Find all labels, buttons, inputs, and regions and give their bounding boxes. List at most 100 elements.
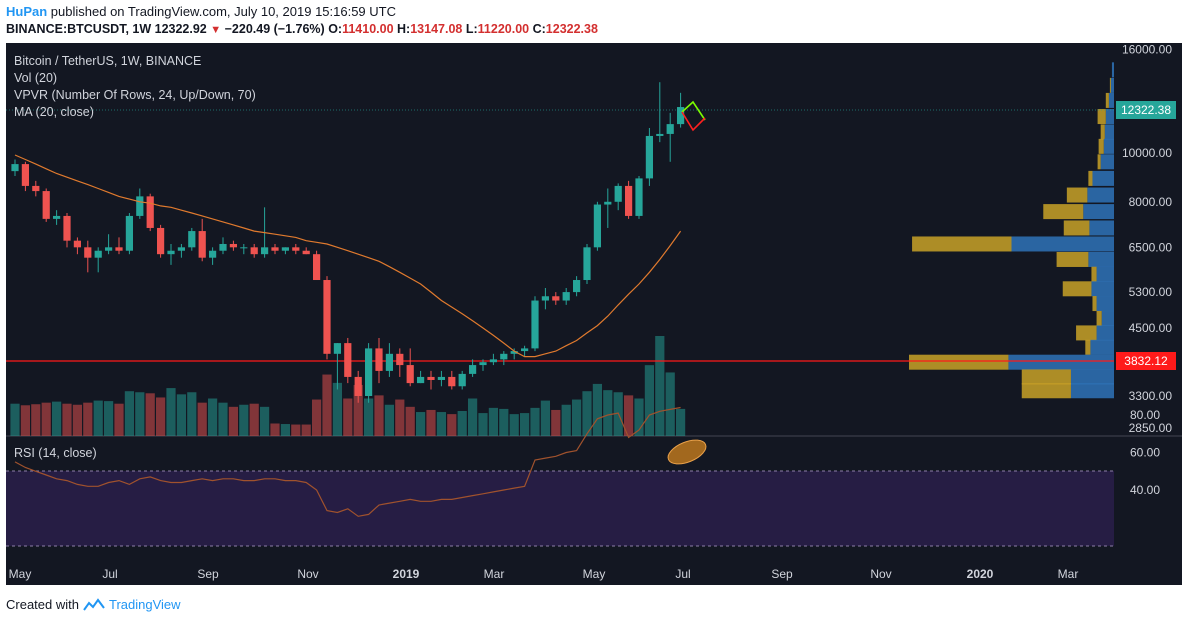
price-tick-label: 6500.00 bbox=[1129, 240, 1173, 254]
vpvr-up-bar bbox=[1089, 220, 1114, 236]
time-axis: May Jul Sep Nov 2019 Mar May Jul Sep Nov 2020 Mar bbox=[9, 567, 1079, 581]
vpvr-down-bar bbox=[1091, 266, 1097, 282]
time-axis-label: Mar bbox=[1058, 567, 1079, 581]
candle-body bbox=[313, 254, 321, 281]
candle-body bbox=[177, 247, 185, 251]
vpvr-down-bar bbox=[1105, 92, 1109, 108]
candle-body bbox=[32, 185, 40, 192]
candle-body bbox=[417, 376, 425, 384]
close-label: C: bbox=[532, 22, 546, 36]
candle-body bbox=[396, 353, 404, 366]
volume-bar bbox=[447, 414, 457, 436]
candle-body bbox=[333, 343, 341, 354]
candle-body bbox=[531, 300, 539, 349]
volume-bar bbox=[249, 403, 259, 436]
vpvr-up-bar bbox=[1100, 154, 1114, 170]
support-price-tag bbox=[1116, 352, 1176, 370]
price-tick-label: 16000.00 bbox=[1122, 43, 1172, 57]
footer: Created with TradingView bbox=[6, 597, 181, 612]
volume-bar bbox=[436, 412, 446, 436]
publish-line: HuPan published on TradingView.com, July… bbox=[6, 4, 396, 19]
candle-body bbox=[437, 376, 445, 380]
candle-body bbox=[666, 124, 674, 134]
vpvr-down-bar bbox=[1085, 339, 1091, 355]
vpvr-down-bar bbox=[1066, 187, 1088, 203]
candle-body bbox=[604, 201, 612, 205]
candle-body bbox=[593, 204, 601, 248]
rsi-tick-label: 60.00 bbox=[1130, 446, 1160, 460]
low-label: L: bbox=[465, 22, 478, 36]
rsi-axis: 80.00 60.00 40.00 bbox=[1130, 408, 1160, 497]
candle-body bbox=[635, 178, 643, 216]
volume-bar bbox=[10, 403, 20, 436]
candle-body bbox=[53, 215, 61, 219]
vpvr-down-bar bbox=[1063, 220, 1090, 236]
candle-body bbox=[302, 250, 310, 255]
ma-line bbox=[14, 154, 682, 358]
candle-body bbox=[448, 376, 456, 387]
rsi-band bbox=[6, 471, 1114, 546]
candle-body bbox=[645, 135, 653, 179]
candle-body bbox=[21, 164, 29, 186]
volume-bar bbox=[353, 384, 363, 436]
volume-bar bbox=[135, 392, 145, 436]
symbol-label: BINANCE:BTCUSDT, 1W bbox=[6, 22, 152, 36]
last-price: 12322.92 bbox=[154, 22, 207, 36]
vpvr-down-bar bbox=[1076, 325, 1097, 341]
legend-vol: Vol (20) bbox=[14, 71, 57, 85]
candle-body bbox=[281, 247, 289, 251]
price-tick-label: 3300.00 bbox=[1129, 389, 1173, 403]
time-axis-label: Nov bbox=[870, 567, 891, 581]
volume-bar bbox=[20, 405, 30, 436]
volume-bar bbox=[478, 413, 488, 436]
volume-bar bbox=[416, 412, 426, 436]
candle-body bbox=[510, 351, 518, 354]
volume-bar bbox=[499, 408, 509, 436]
volume-bar bbox=[31, 404, 41, 436]
vpvr-up-bar bbox=[1103, 138, 1114, 154]
time-axis-label: Jul bbox=[675, 567, 690, 581]
publisher-name[interactable]: HuPan bbox=[6, 4, 48, 19]
candle-body bbox=[573, 280, 581, 293]
legend-ma: MA (20, close) bbox=[14, 105, 94, 119]
time-axis-label: Jul bbox=[102, 567, 117, 581]
volume-bar bbox=[405, 406, 415, 436]
vpvr-down-bar bbox=[1021, 369, 1071, 385]
time-axis-label: 2020 bbox=[967, 567, 994, 581]
candle-body bbox=[365, 348, 373, 397]
rsi-tick-label: 80.00 bbox=[1130, 408, 1160, 422]
volume-bar bbox=[457, 411, 467, 436]
time-axis-background bbox=[6, 562, 1182, 585]
volume-bar bbox=[270, 423, 280, 436]
volume-bar bbox=[145, 393, 155, 436]
candle-body bbox=[198, 231, 206, 258]
volume-bar bbox=[665, 372, 675, 436]
volume-bar bbox=[395, 399, 405, 436]
volume-bar bbox=[218, 402, 228, 436]
vpvr-down-bar bbox=[1043, 204, 1084, 220]
down-triangle-icon: ▼ bbox=[210, 24, 222, 36]
volume-bar bbox=[41, 402, 51, 436]
vpvr-up-bar bbox=[1105, 109, 1114, 125]
vpvr-up-bar bbox=[1096, 266, 1114, 282]
candle-body bbox=[292, 247, 300, 251]
high-value: 13147.08 bbox=[410, 22, 463, 36]
volume-bar bbox=[561, 404, 571, 436]
vpvr-down-bar bbox=[1092, 296, 1097, 312]
candle-body bbox=[656, 133, 664, 136]
tradingview-brand[interactable]: TradingView bbox=[108, 597, 181, 612]
volume-bar bbox=[332, 382, 342, 436]
candle-body bbox=[125, 215, 133, 251]
vpvr-up-bar bbox=[1110, 77, 1114, 93]
volume-bar bbox=[93, 400, 103, 436]
candle-body bbox=[94, 250, 102, 258]
candle-body bbox=[209, 250, 217, 258]
vpvr-up-bar bbox=[1090, 339, 1114, 355]
vpvr-down-bar bbox=[912, 236, 1012, 252]
candle-body bbox=[188, 231, 196, 248]
candle-body bbox=[385, 353, 393, 371]
vpvr-down-bar bbox=[1062, 281, 1092, 297]
candle-body bbox=[42, 191, 50, 219]
volume-bar bbox=[124, 391, 134, 436]
